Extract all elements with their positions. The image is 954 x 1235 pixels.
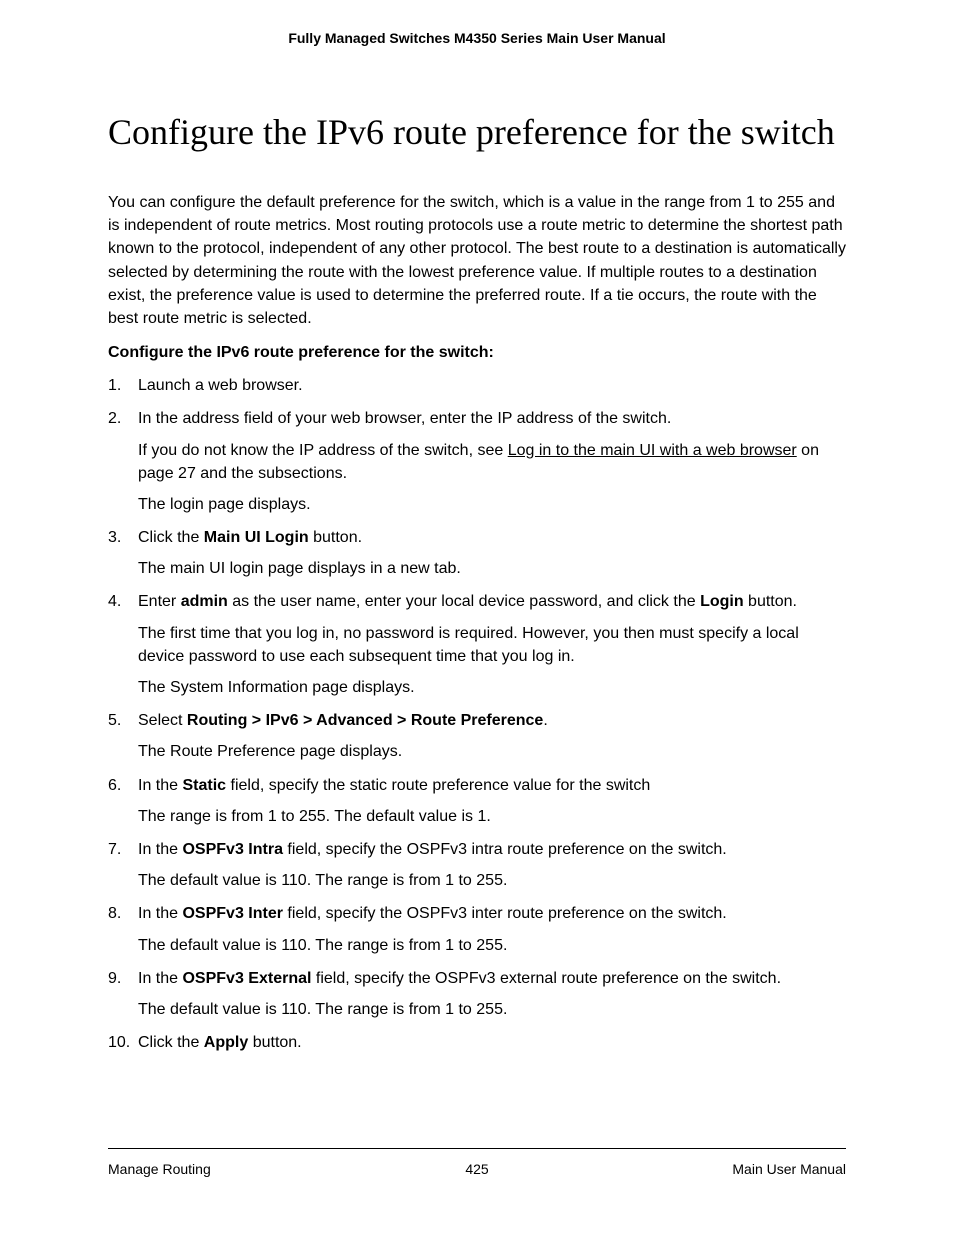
link-login-main-ui[interactable]: Log in to the main UI with a web browser [508,442,797,459]
text-run: button. [248,1034,301,1051]
header-title: Fully Managed Switches M4350 Series Main… [288,30,665,46]
step-text: If you do not know the IP address of the… [138,439,846,485]
step-5: Select Routing > IPv6 > Advanced > Route… [108,709,846,763]
footer-left: Manage Routing [108,1161,211,1177]
step-3: Click the Main UI Login button. The main… [108,526,846,580]
bold-run: OSPFv3 External [182,970,311,987]
text-run: field, specify the static route preferen… [226,777,650,794]
bold-run: admin [181,593,228,610]
text-run: In the [138,905,182,922]
step-9: In the OSPFv3 External field, specify th… [108,967,846,1021]
text-run: Enter [138,593,181,610]
text-run: In the [138,777,182,794]
step-text: In the OSPFv3 External field, specify th… [138,967,846,990]
step-1: Launch a web browser. [108,374,846,397]
steps-list: Launch a web browser. In the address fie… [108,374,846,1054]
step-text: Launch a web browser. [138,374,846,397]
text-run: Click the [138,1034,204,1051]
text-run: In the [138,970,182,987]
step-2: In the address field of your web browser… [108,407,846,516]
bold-run: OSPFv3 Intra [182,841,282,858]
page-title: Configure the IPv6 route preference for … [108,110,846,155]
step-text: The login page displays. [138,493,846,516]
intro-paragraph: You can configure the default preference… [108,191,846,330]
step-text: Click the Main UI Login button. [138,526,846,549]
step-text: In the Static field, specify the static … [138,774,846,797]
text-run: field, specify the OSPFv3 inter route pr… [283,905,727,922]
text-run: button. [744,593,797,610]
step-text: The main UI login page displays in a new… [138,557,846,580]
page-header: Fully Managed Switches M4350 Series Main… [108,30,846,46]
step-6: In the Static field, specify the static … [108,774,846,828]
text-run: Click the [138,529,204,546]
step-text: Enter admin as the user name, enter your… [138,590,846,613]
section-title: Configure the IPv6 route preference for … [108,344,846,362]
step-7: In the OSPFv3 Intra field, specify the O… [108,838,846,892]
text-run: as the user name, enter your local devic… [228,593,700,610]
step-text: The default value is 110. The range is f… [138,869,846,892]
bold-run: Routing > IPv6 > Advanced > Route Prefer… [187,712,543,729]
bold-run: Static [182,777,226,794]
step-text: The System Information page displays. [138,676,846,699]
step-10: Click the Apply button. [108,1031,846,1054]
text-run: . [543,712,547,729]
step-8: In the OSPFv3 Inter field, specify the O… [108,902,846,956]
step-text: Select Routing > IPv6 > Advanced > Route… [138,709,846,732]
step-4: Enter admin as the user name, enter your… [108,590,846,699]
bold-run: OSPFv3 Inter [182,905,282,922]
step-text: The range is from 1 to 255. The default … [138,805,846,828]
step-text: The Route Preference page displays. [138,740,846,763]
page-footer: Manage Routing 425 Main User Manual [108,1148,846,1177]
text-run: button. [309,529,362,546]
footer-right: Main User Manual [732,1161,846,1177]
step-text: Click the Apply button. [138,1031,846,1054]
step-text: The first time that you log in, no passw… [138,622,846,668]
text-run: If you do not know the IP address of the… [138,442,508,459]
text-run: In the [138,841,182,858]
bold-run: Main UI Login [204,529,309,546]
text-run: field, specify the OSPFv3 external route… [311,970,781,987]
step-text: In the OSPFv3 Intra field, specify the O… [138,838,846,861]
bold-run: Login [700,593,744,610]
step-text: In the address field of your web browser… [138,407,846,430]
bold-run: Apply [204,1034,248,1051]
step-text: The default value is 110. The range is f… [138,998,846,1021]
text-run: field, specify the OSPFv3 intra route pr… [283,841,727,858]
step-text: The default value is 110. The range is f… [138,934,846,957]
text-run: Select [138,712,187,729]
step-text: In the OSPFv3 Inter field, specify the O… [138,902,846,925]
